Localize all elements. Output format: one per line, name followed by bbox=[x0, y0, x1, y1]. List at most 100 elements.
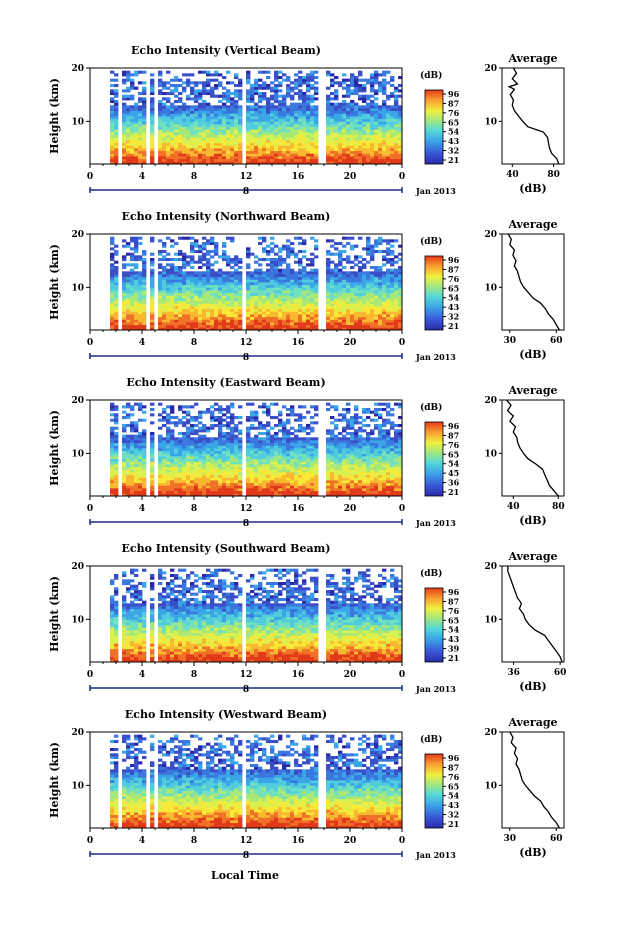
heatmap-cell bbox=[358, 116, 362, 119]
heatmap-cell bbox=[190, 129, 194, 132]
heatmap-cell bbox=[394, 113, 398, 116]
heatmap-cell bbox=[246, 76, 250, 79]
heatmap-cell bbox=[174, 159, 178, 162]
heatmap-cell bbox=[134, 440, 138, 443]
heatmap-cell bbox=[298, 319, 302, 322]
heatmap-cell bbox=[210, 148, 214, 151]
heatmap-cell bbox=[238, 129, 242, 132]
heatmap-cell bbox=[246, 89, 250, 92]
heatmap-cell bbox=[126, 132, 130, 135]
heatmap-cell bbox=[130, 153, 134, 156]
heatmap-cell bbox=[198, 266, 202, 269]
heatmap-cell bbox=[190, 456, 194, 459]
heatmap-cell bbox=[166, 483, 170, 486]
heatmap-cell bbox=[174, 290, 178, 293]
heatmap-cell bbox=[170, 105, 174, 108]
heatmap-cell bbox=[170, 451, 174, 454]
heatmap-cell bbox=[346, 132, 350, 135]
heatmap-cell bbox=[354, 287, 358, 290]
heatmap-cell bbox=[110, 469, 114, 472]
heatmap-cell bbox=[174, 282, 178, 285]
heatmap-cell bbox=[394, 325, 398, 328]
heatmap-cell bbox=[210, 445, 214, 448]
heatmap-cell bbox=[186, 485, 190, 488]
heatmap-cell bbox=[162, 103, 166, 106]
heatmap-cell bbox=[266, 137, 270, 140]
heatmap-cell bbox=[254, 451, 258, 454]
heatmap-cell bbox=[218, 137, 222, 140]
heatmap-cell bbox=[238, 298, 242, 301]
heatmap-cell bbox=[198, 285, 202, 288]
heatmap-cell bbox=[382, 71, 386, 74]
heatmap-cell bbox=[362, 159, 366, 162]
heatmap-cell bbox=[358, 271, 362, 274]
heatmap-cell bbox=[390, 156, 394, 159]
heatmap-cell bbox=[334, 274, 338, 277]
heatmap-cell bbox=[150, 445, 154, 448]
heatmap-cell bbox=[162, 111, 166, 114]
heatmap-cell bbox=[346, 156, 350, 159]
heatmap-cell bbox=[294, 301, 298, 304]
heatmap-cell bbox=[266, 135, 270, 138]
heatmap-cell bbox=[130, 480, 134, 483]
heatmap-cell bbox=[130, 87, 134, 90]
heatmap-cell bbox=[166, 269, 170, 272]
heatmap-cell bbox=[210, 413, 214, 416]
heatmap-cell bbox=[254, 132, 258, 135]
heatmap-cell bbox=[162, 469, 166, 472]
heatmap-cell bbox=[162, 132, 166, 135]
heatmap-cell bbox=[210, 282, 214, 285]
heatmap-cell bbox=[186, 287, 190, 290]
heatmap-cell bbox=[238, 322, 242, 325]
heatmap-cell bbox=[282, 314, 286, 317]
heatmap-cell bbox=[114, 253, 118, 256]
heatmap-cell bbox=[134, 314, 138, 317]
heatmap-cell bbox=[338, 137, 342, 140]
heatmap-cell bbox=[206, 293, 210, 296]
heatmap-cell bbox=[198, 429, 202, 432]
heatmap-cell bbox=[306, 73, 310, 76]
heatmap-cell bbox=[354, 306, 358, 309]
heatmap-cell bbox=[342, 151, 346, 154]
heatmap-cell bbox=[238, 285, 242, 288]
heatmap-cell bbox=[190, 113, 194, 116]
heatmap-cell bbox=[278, 258, 282, 261]
heatmap-cell bbox=[298, 113, 302, 116]
heatmap-cell bbox=[302, 239, 306, 242]
heatmap-cell bbox=[126, 295, 130, 298]
heatmap-cell bbox=[170, 153, 174, 156]
heatmap-cell bbox=[226, 306, 230, 309]
heatmap-cell bbox=[222, 306, 226, 309]
heatmap-cell bbox=[182, 279, 186, 282]
heatmap-cell bbox=[326, 124, 330, 127]
heatmap-cell bbox=[158, 448, 162, 451]
heatmap-cell bbox=[346, 314, 350, 317]
heatmap-cell bbox=[218, 322, 222, 325]
heatmap-cell bbox=[246, 73, 250, 76]
heatmap-cell bbox=[338, 159, 342, 162]
heatmap-cell bbox=[394, 322, 398, 325]
heatmap-cell bbox=[142, 429, 146, 432]
heatmap-cell bbox=[270, 148, 274, 151]
heatmap-cell bbox=[342, 317, 346, 320]
heatmap-cell bbox=[270, 309, 274, 312]
heatmap-cell bbox=[174, 143, 178, 146]
heatmap-cell bbox=[150, 97, 154, 100]
heatmap-cell bbox=[166, 413, 170, 416]
heatmap-cell bbox=[170, 148, 174, 151]
heatmap-cell bbox=[122, 322, 126, 325]
heatmap-cell bbox=[330, 103, 334, 106]
heatmap-cell bbox=[290, 153, 294, 156]
heatmap-cell bbox=[226, 421, 230, 424]
heatmap-cell bbox=[126, 105, 130, 108]
heatmap-cell bbox=[122, 255, 126, 258]
heatmap-cell bbox=[142, 121, 146, 124]
heatmap-cell bbox=[326, 306, 330, 309]
heatmap-cell bbox=[138, 159, 142, 162]
heatmap-cell bbox=[170, 285, 174, 288]
heatmap-cell bbox=[234, 443, 238, 446]
heatmap-cell bbox=[278, 325, 282, 328]
heatmap-cell bbox=[226, 295, 230, 298]
heatmap-cell bbox=[214, 242, 218, 245]
heatmap-cell bbox=[370, 319, 374, 322]
